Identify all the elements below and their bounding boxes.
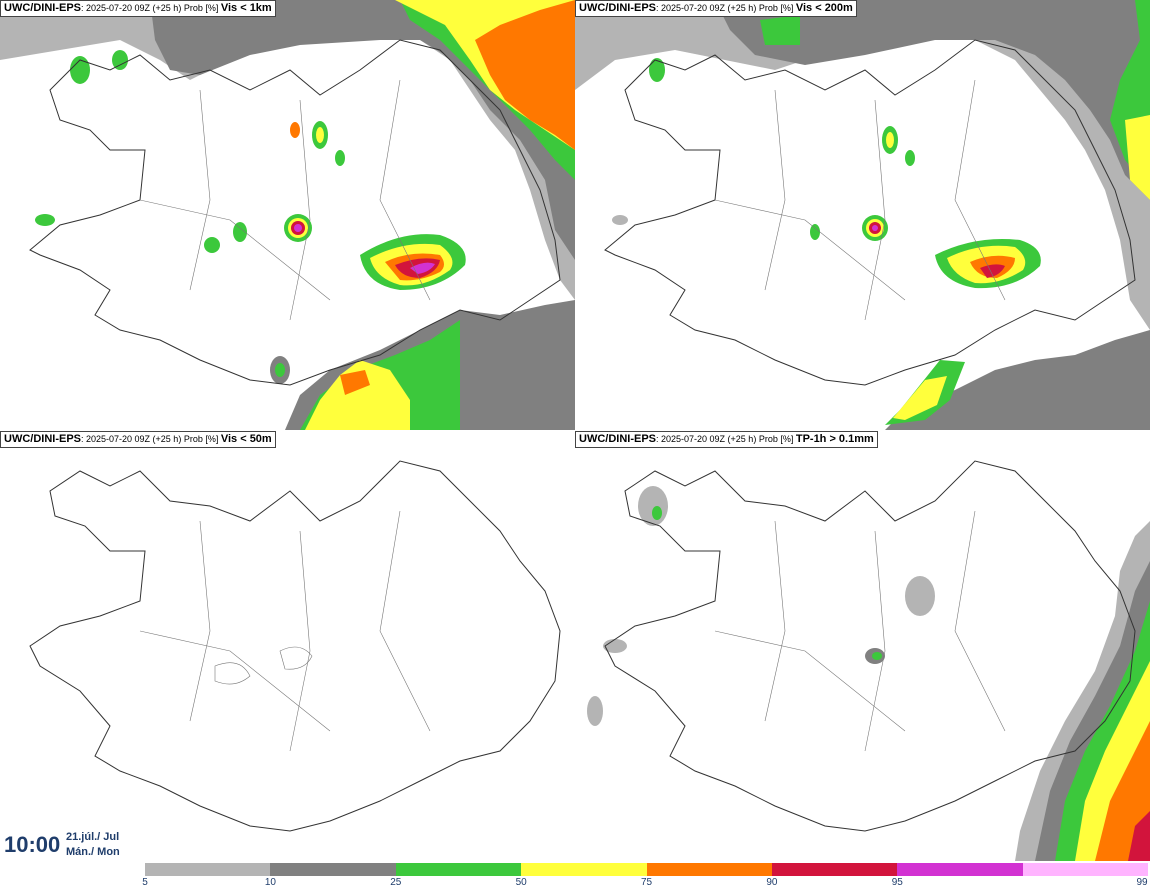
panel-title: UWC/DINI-EPS: 2025-07-20 09Z (+25 h) Pro… <box>575 0 857 17</box>
map-panel-vis-200m: UWC/DINI-EPS: 2025-07-20 09Z (+25 h) Pro… <box>575 0 1150 430</box>
colorbar-segment <box>897 863 1023 876</box>
coastline <box>29 460 561 832</box>
colorbar-tick-label: 75 <box>640 877 653 888</box>
probability-colorbar <box>145 863 1148 876</box>
colorbar-segment <box>1022 863 1148 876</box>
probability-field <box>0 0 575 430</box>
coastline <box>29 39 561 386</box>
colorbar-tick-label: 90 <box>766 877 778 888</box>
colorbar-tick-label: 5 <box>142 877 148 888</box>
colorbar-segment <box>521 863 647 876</box>
valid-date: 21.júl./ Jul <box>66 831 120 843</box>
valid-weekday: Mán./ Mon <box>66 846 120 858</box>
valid-time: 10:00 21.júl./ Jul Mán./ Mon <box>0 828 130 862</box>
panel-title: UWC/DINI-EPS: 2025-07-20 09Z (+25 h) Pro… <box>0 431 276 448</box>
valid-time-hour: 10:00 <box>4 832 61 857</box>
map-panel-vis-50m: UWC/DINI-EPS: 2025-07-20 09Z (+25 h) Pro… <box>0 431 575 861</box>
probability-map <box>587 460 1150 861</box>
lakes <box>214 646 313 685</box>
map-panel-tp-1h: UWC/DINI-EPS: 2025-07-20 09Z (+25 h) Pro… <box>575 431 1150 861</box>
colorbar-segment <box>145 863 271 876</box>
probability-field <box>575 0 1150 430</box>
region-boundaries <box>139 510 431 752</box>
probability-map <box>0 0 575 430</box>
colorbar-tick-label: 10 <box>264 877 276 888</box>
probability-map <box>29 460 561 832</box>
panel-title: UWC/DINI-EPS: 2025-07-20 09Z (+25 h) Pro… <box>575 431 878 448</box>
region-boundaries <box>714 510 1006 752</box>
coastline <box>604 39 1136 386</box>
probability-map <box>575 0 1150 430</box>
coastline <box>604 460 1136 832</box>
panel-title: UWC/DINI-EPS: 2025-07-20 09Z (+25 h) Pro… <box>0 0 276 17</box>
colorbar-segment <box>771 863 898 876</box>
colorbar-tick-label: 99 <box>1136 877 1148 888</box>
colorbar-segment <box>270 863 396 876</box>
map-panel-vis-1km: UWC/DINI-EPS: 2025-07-20 09Z (+25 h) Pro… <box>0 0 575 430</box>
region-boundaries <box>714 79 1006 321</box>
colorbar-segment <box>646 863 772 876</box>
colorbar-tick-label: 95 <box>891 877 903 888</box>
colorbar-tick-label: 25 <box>390 877 402 888</box>
probability-field <box>587 486 1150 861</box>
region-boundaries <box>139 79 431 321</box>
colorbar-tick-label: 50 <box>515 877 527 888</box>
colorbar-segment <box>395 863 522 876</box>
